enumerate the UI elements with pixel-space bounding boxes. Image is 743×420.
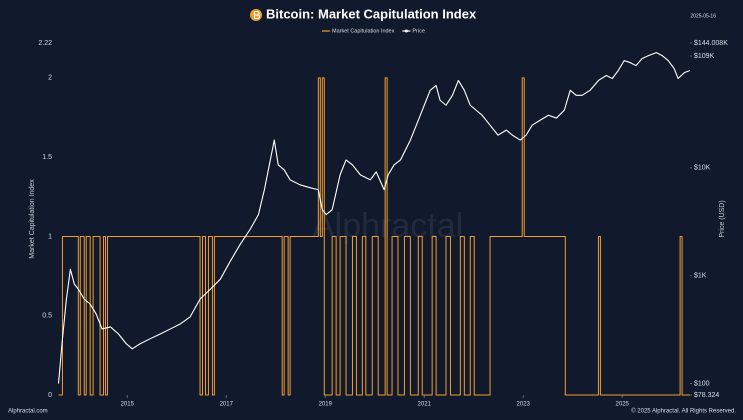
- y-tick-label: 2: [48, 75, 52, 82]
- index-line: [58, 77, 690, 396]
- date-label: 2025-05-16: [690, 13, 716, 19]
- chart-title: Bitcoin: Market Capitulation Index: [266, 6, 477, 21]
- x-tick-label: 2019: [319, 402, 333, 408]
- bitcoin-icon-glyph: [253, 10, 261, 20]
- x-tick-label: 2015: [121, 402, 135, 408]
- y-tick-label: 1: [48, 233, 52, 240]
- y2-tick-label: $100: [694, 380, 710, 387]
- y-tick-label: 0.5: [42, 313, 52, 320]
- legend-dot: [404, 29, 408, 33]
- y-axis-title: Market Capitulation Index: [29, 179, 36, 259]
- footer-left: Alphractal.com: [8, 409, 48, 415]
- price-line: [57, 52, 691, 384]
- y2-tick-label: $1K: [694, 273, 707, 280]
- x-tick-label: 2023: [517, 402, 531, 408]
- y-tick-label: 1.5: [42, 154, 52, 161]
- legend-label: Market Capitulation Index: [332, 28, 395, 34]
- x-tick-label: 2025: [616, 402, 630, 408]
- x-tick-label: 2017: [220, 402, 234, 408]
- y2-tick-label: $144.008K: [694, 40, 728, 47]
- y2-tick-label: $109K: [694, 53, 715, 60]
- footer-right: © 2025 Alphractal. All Rights Reserved.: [631, 408, 736, 415]
- y-tick-label: 0: [48, 392, 52, 399]
- y-tick-label: 2.22: [38, 40, 52, 47]
- y2-tick-label: $78.324: [694, 392, 719, 399]
- legend-label: Price: [412, 28, 425, 34]
- y2-axis-title: Price (USD): [719, 200, 726, 237]
- y2-tick-label: $10K: [694, 165, 711, 172]
- x-tick-label: 2021: [418, 402, 432, 408]
